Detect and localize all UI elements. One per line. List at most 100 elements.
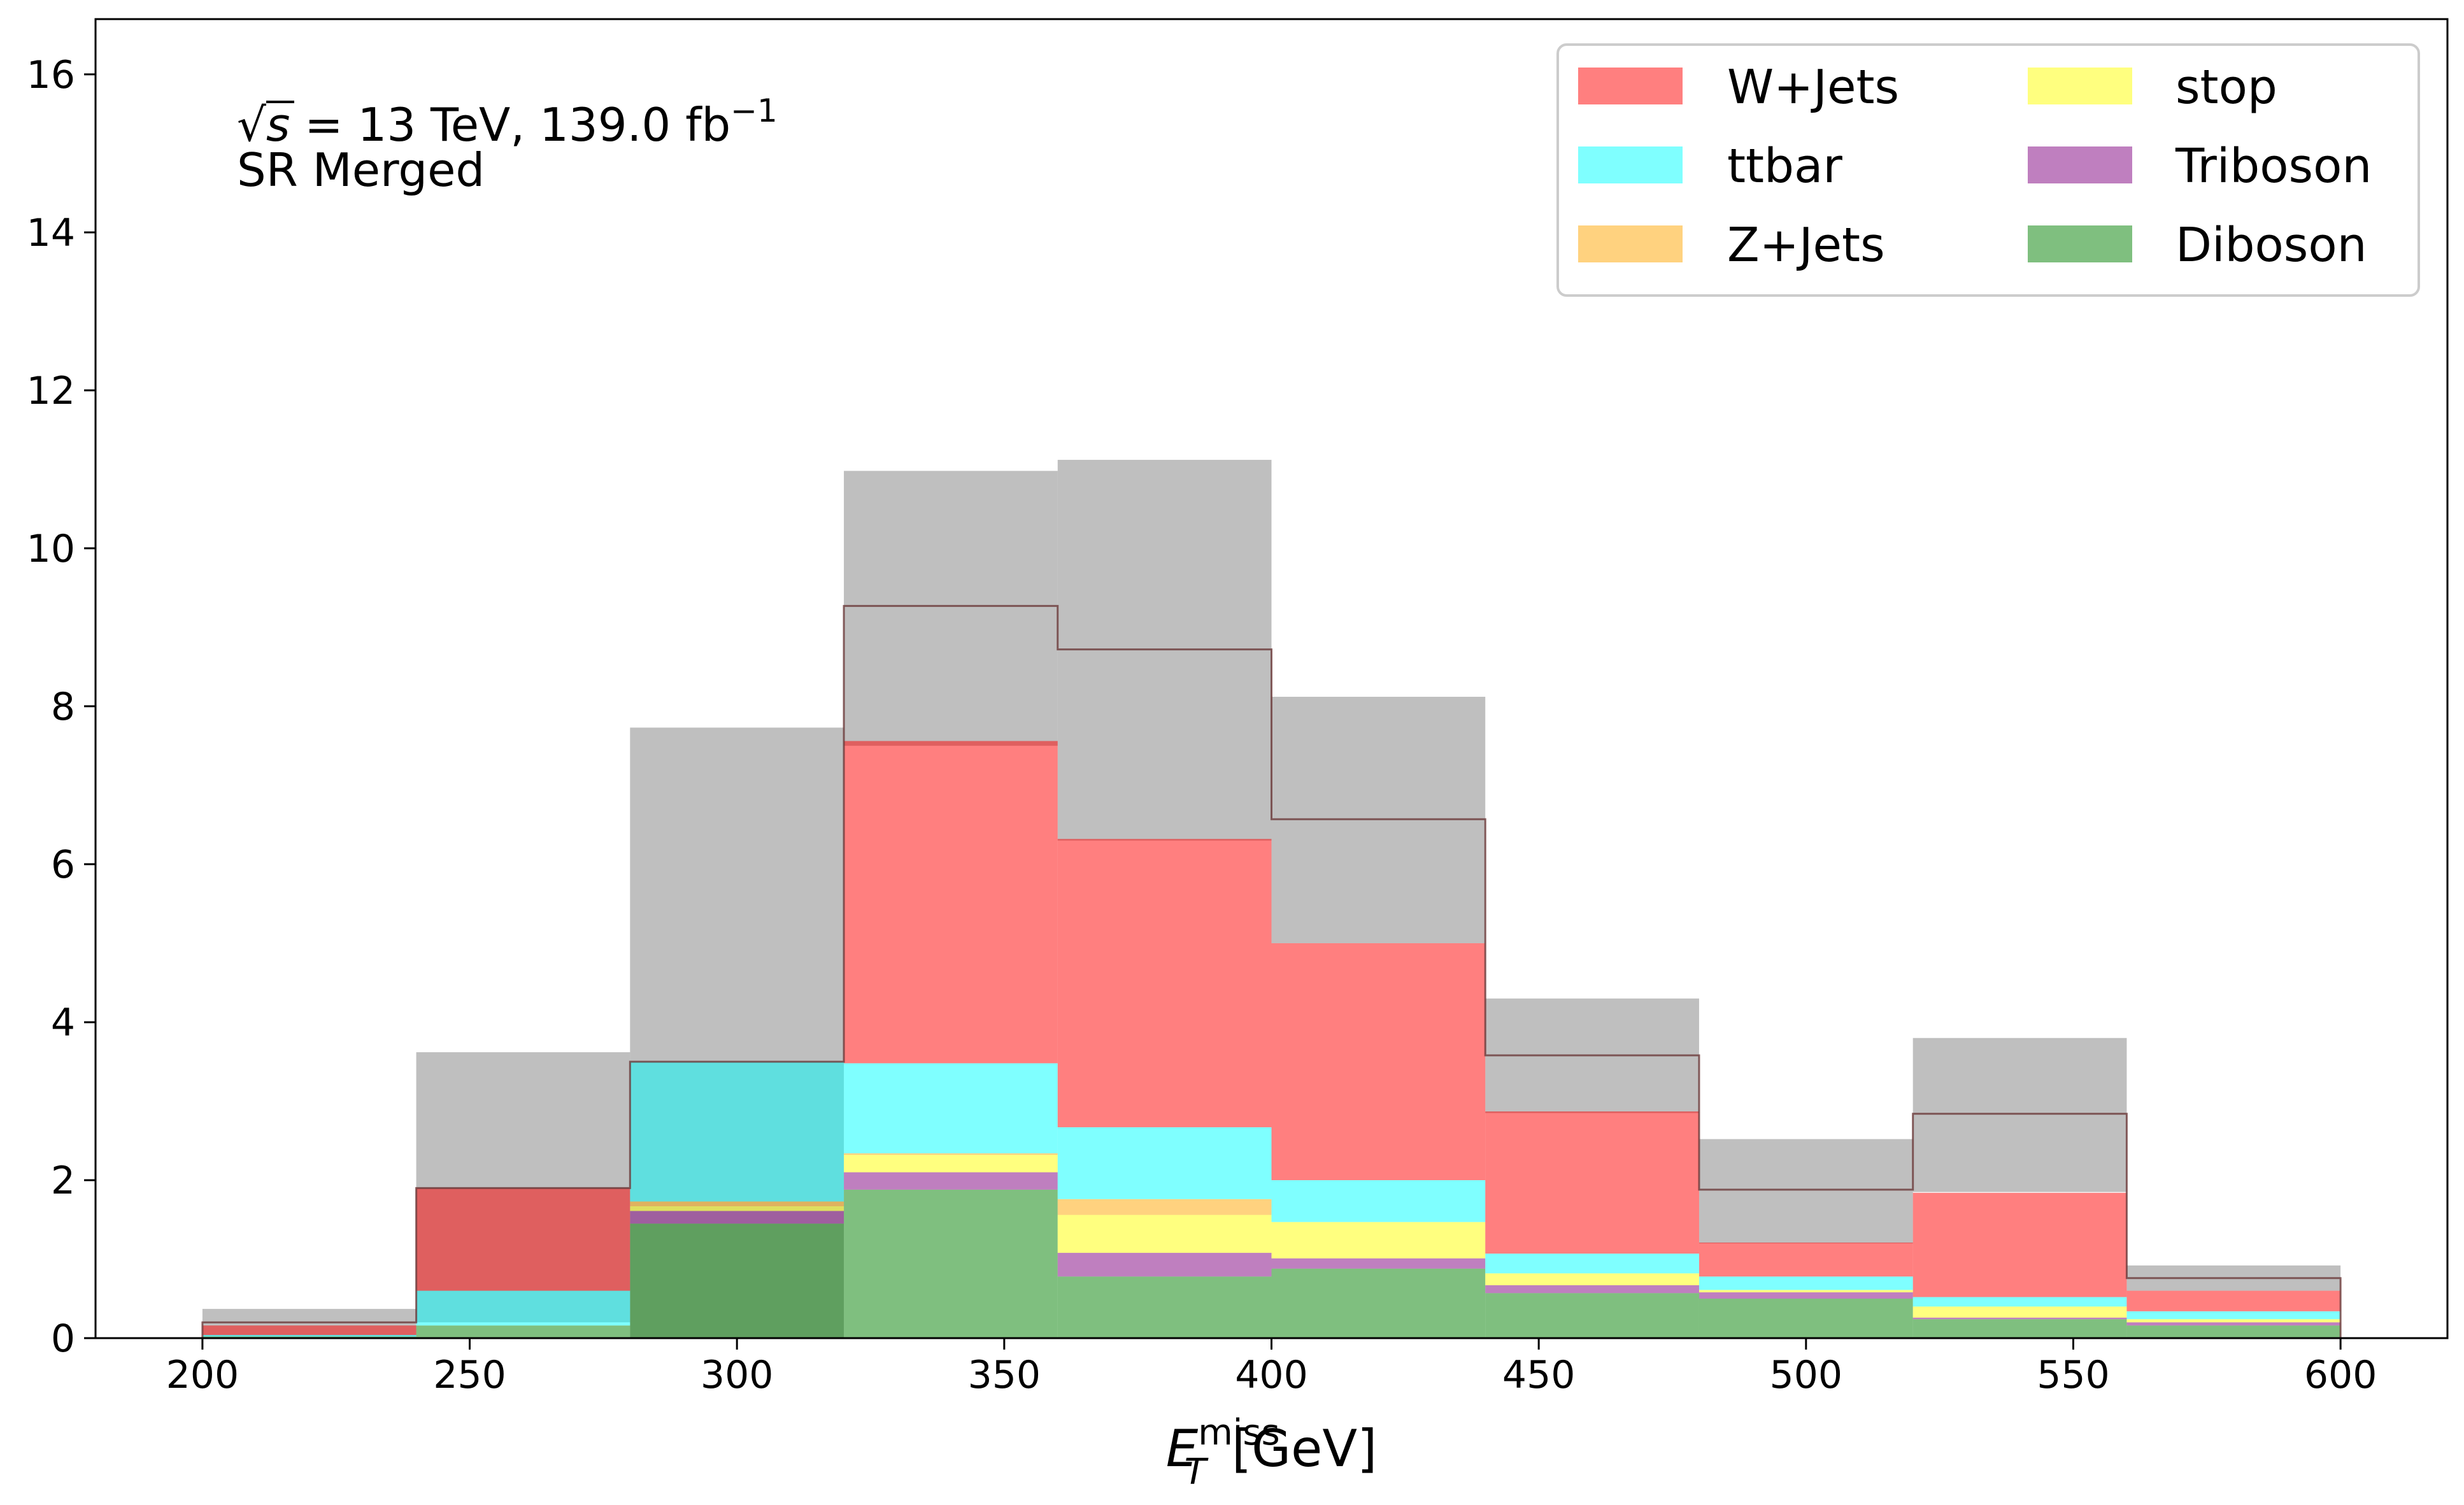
uncertainty-band-bin bbox=[1698, 1139, 1913, 1244]
histogram-bar bbox=[1485, 1293, 1699, 1338]
histogram-bar bbox=[1057, 839, 1272, 1127]
histogram-bar bbox=[630, 1223, 844, 1338]
legend-label: ttbar bbox=[1727, 139, 1842, 194]
histogram-bar bbox=[1057, 1215, 1272, 1253]
histogram-bar bbox=[1698, 1298, 1913, 1338]
stacked-histogram bbox=[202, 741, 2341, 1338]
x-axis-title: Emiss T [GeV] bbox=[1166, 1412, 1378, 1493]
x-tick-label: 400 bbox=[1235, 1353, 1308, 1397]
histogram-bar bbox=[1698, 1242, 1913, 1277]
histogram-bar bbox=[1912, 1317, 2127, 1320]
legend-entry-stop: stop bbox=[2028, 60, 2277, 115]
histogram-bar bbox=[844, 1189, 1058, 1338]
y-tick-label: 8 bbox=[51, 685, 75, 729]
x-tick-label: 300 bbox=[701, 1353, 774, 1397]
histogram-bar bbox=[1698, 1276, 1913, 1290]
legend-swatch bbox=[1578, 225, 1683, 262]
uncertainty-band-bin bbox=[844, 471, 1058, 746]
plot-annotation: √s = 13 TeV, 139.0 fb−1 SR Merged bbox=[237, 92, 778, 197]
x-tick-label: 350 bbox=[968, 1353, 1041, 1397]
histogram-bar bbox=[1485, 1111, 1699, 1254]
x-axis-ticks: 200 250 300 350 400 450 500 550 600 bbox=[166, 1338, 2377, 1397]
histogram-bar bbox=[630, 1211, 844, 1224]
x-tick-label: 250 bbox=[433, 1353, 506, 1397]
histogram-bar bbox=[2126, 1319, 2341, 1323]
x-axis-title-unit: [GeV] bbox=[1232, 1419, 1377, 1478]
histogram-bar bbox=[416, 1290, 630, 1326]
legend-swatch bbox=[1578, 68, 1683, 104]
histogram-bar bbox=[416, 1325, 630, 1338]
series-ttbar bbox=[202, 1061, 2341, 1337]
histogram-bar bbox=[1912, 1192, 2127, 1297]
histogram-bar bbox=[416, 1188, 630, 1291]
y-tick-label: 0 bbox=[51, 1316, 75, 1361]
histogram-bar bbox=[1057, 1276, 1272, 1338]
x-tick-label: 600 bbox=[2304, 1353, 2377, 1397]
histogram-bar bbox=[1271, 943, 1486, 1180]
legend-swatch bbox=[2028, 225, 2132, 262]
x-axis-title-main: E bbox=[1166, 1419, 1199, 1478]
histogram-bar bbox=[2126, 1325, 2341, 1338]
x-tick-label: 500 bbox=[1770, 1353, 1843, 1397]
y-tick-label: 6 bbox=[51, 843, 75, 887]
legend-swatch bbox=[2028, 68, 2132, 104]
legend-entry-z-jets: Z+Jets bbox=[1578, 218, 1885, 273]
uncertainty-band-bin bbox=[1912, 1038, 2127, 1192]
histogram-bar bbox=[2126, 1311, 2341, 1320]
histogram-bar bbox=[630, 1206, 844, 1211]
energy-lumi-label: √s = 13 TeV, 139.0 fb−1 bbox=[237, 92, 778, 152]
histogram-bar bbox=[1698, 1292, 1913, 1299]
histogram-bar bbox=[2126, 1322, 2341, 1326]
legend: W+Jets stop ttbar Triboson Z+Jets Diboson bbox=[1556, 43, 2420, 297]
energy-text: = 13 TeV, 139.0 fb bbox=[290, 98, 730, 152]
histogram-bar bbox=[1485, 1273, 1699, 1285]
legend-label: stop bbox=[2176, 60, 2277, 115]
x-axis-title-sup: miss bbox=[1198, 1412, 1279, 1453]
histogram-bar bbox=[2126, 1290, 2341, 1311]
legend-label: Triboson bbox=[2175, 139, 2372, 194]
y-tick-label: 4 bbox=[51, 1001, 75, 1045]
histogram-bar bbox=[630, 1061, 844, 1202]
histogram-bar bbox=[844, 741, 1058, 1064]
histogram-bar bbox=[202, 1325, 417, 1336]
y-tick-label: 10 bbox=[27, 527, 75, 571]
legend-swatch bbox=[1578, 146, 1683, 183]
total-step-line bbox=[201, 604, 2342, 1338]
y-tick-label: 12 bbox=[27, 369, 75, 413]
series-w-jets bbox=[202, 741, 2341, 1336]
histogram-bar bbox=[844, 1063, 1058, 1153]
histogram-bar bbox=[1271, 1268, 1486, 1338]
histogram-bar bbox=[1057, 1253, 1272, 1277]
histogram-bar bbox=[844, 1153, 1058, 1155]
histogram-bar bbox=[1271, 1180, 1486, 1222]
y-tick-label: 2 bbox=[51, 1159, 75, 1203]
histogram-bar bbox=[1485, 1253, 1699, 1274]
x-tick-label: 450 bbox=[1502, 1353, 1576, 1397]
histogram-bar bbox=[1912, 1319, 2127, 1338]
legend-label: W+Jets bbox=[1727, 60, 1899, 115]
legend-frame bbox=[1556, 43, 2420, 297]
histogram-bar bbox=[1912, 1297, 2127, 1307]
histogram-bar bbox=[844, 1172, 1058, 1190]
legend-entry-ttbar: ttbar bbox=[1578, 139, 1842, 194]
legend-label: Diboson bbox=[2176, 218, 2367, 273]
legend-items: W+Jets stop ttbar Triboson Z+Jets Diboson bbox=[1578, 60, 2372, 273]
y-tick-label: 14 bbox=[27, 211, 75, 255]
y-tick-label: 16 bbox=[27, 53, 75, 97]
histogram-bar bbox=[630, 1201, 844, 1206]
legend-entry-triboson: Triboson bbox=[2028, 139, 2372, 194]
histogram-bar bbox=[1057, 1127, 1272, 1199]
histogram-bar bbox=[1912, 1306, 2127, 1318]
x-tick-label: 550 bbox=[2037, 1353, 2110, 1397]
histogram-bar bbox=[202, 1335, 417, 1337]
series-triboson bbox=[630, 1172, 2341, 1326]
legend-swatch bbox=[2028, 146, 2132, 183]
x-tick-label: 200 bbox=[166, 1353, 239, 1397]
sqrt-s: s bbox=[266, 98, 290, 152]
histogram-bar bbox=[1057, 1199, 1272, 1215]
region-label: SR Merged bbox=[237, 143, 485, 197]
legend-label: Z+Jets bbox=[1727, 218, 1885, 273]
legend-entry-diboson: Diboson bbox=[2028, 218, 2367, 273]
histogram-bar bbox=[1698, 1290, 1913, 1293]
